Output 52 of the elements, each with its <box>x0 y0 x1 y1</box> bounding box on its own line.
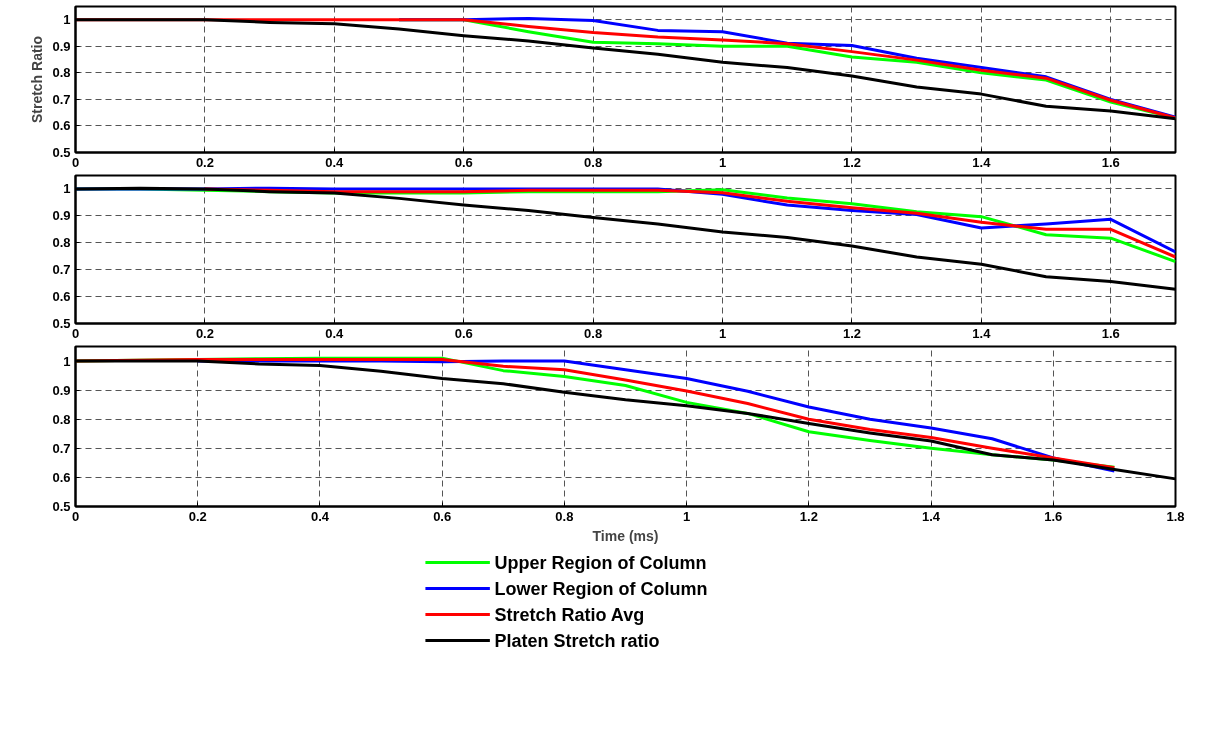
y-tick-label: 0.5 <box>52 145 71 160</box>
x-tick-label: 0.2 <box>195 154 214 170</box>
x-tick-label: 1.2 <box>799 508 818 524</box>
x-tick-label: 0 <box>71 154 80 170</box>
x-tick-label: 0.8 <box>555 508 574 524</box>
x-tick-label: 1.4 <box>972 154 992 170</box>
y-tick-label: 0.8 <box>52 65 71 81</box>
x-tick-label: 1.4 <box>972 325 992 341</box>
legend-label: Stretch Ratio Avg <box>494 604 645 625</box>
y-tick-label: 0.7 <box>52 91 71 107</box>
y-axis-title: Stretch Ratio <box>29 35 46 124</box>
y-tick-label: 0.9 <box>52 208 71 224</box>
y-tick-label: 1 <box>63 181 71 197</box>
x-tick-label: 0.4 <box>310 508 330 524</box>
x-tick-label: 0.8 <box>584 325 603 341</box>
y-tick-label: 0.5 <box>52 316 71 331</box>
x-tick-label: 1.2 <box>842 154 862 170</box>
x-tick-label: 1.4 <box>922 508 941 524</box>
y-tick-label: 0.7 <box>52 440 71 456</box>
legend-label: Upper Region of Column <box>494 552 707 573</box>
x-tick-label: 0.2 <box>188 508 207 524</box>
x-tick-label: 0.8 <box>584 154 603 170</box>
y-tick-label: 1 <box>63 353 71 369</box>
x-tick-label: 1 <box>718 154 727 170</box>
x-tick-label: 1 <box>718 325 727 341</box>
legend-label: Lower Region of Column <box>494 578 708 599</box>
x-tick-label: 1.6 <box>1044 508 1063 524</box>
x-tick-label: 0 <box>71 508 80 524</box>
y-tick-label: 0.7 <box>52 262 71 278</box>
x-tick-label: 0.4 <box>325 325 345 341</box>
x-tick-label: 1.8 <box>1166 508 1185 524</box>
x-tick-label: 0.2 <box>195 325 214 341</box>
x-axis-title: Time (ms) <box>592 527 659 544</box>
y-tick-label: 0.6 <box>52 118 71 134</box>
x-tick-label: 0 <box>71 325 80 341</box>
y-tick-label: 0.9 <box>52 38 71 54</box>
y-tick-label: 1 <box>63 12 71 28</box>
x-tick-label: 1.6 <box>1101 154 1120 170</box>
x-tick-label: 0.6 <box>454 154 473 170</box>
x-tick-label: 1.2 <box>842 325 862 341</box>
y-tick-label: 0.5 <box>52 499 71 514</box>
x-tick-label: 0.6 <box>454 325 473 341</box>
x-tick-label: 1 <box>683 508 691 524</box>
y-tick-label: 0.8 <box>52 235 71 251</box>
y-tick-label: 0.6 <box>52 289 71 305</box>
y-tick-label: 0.9 <box>52 382 71 398</box>
legend-label: Platen Stretch ratio <box>494 630 660 651</box>
y-tick-label: 0.8 <box>52 411 71 427</box>
x-tick-label: 0.4 <box>325 154 345 170</box>
x-tick-label: 0.6 <box>433 508 452 524</box>
x-tick-label: 1.6 <box>1101 325 1120 341</box>
y-tick-label: 0.6 <box>52 469 71 485</box>
